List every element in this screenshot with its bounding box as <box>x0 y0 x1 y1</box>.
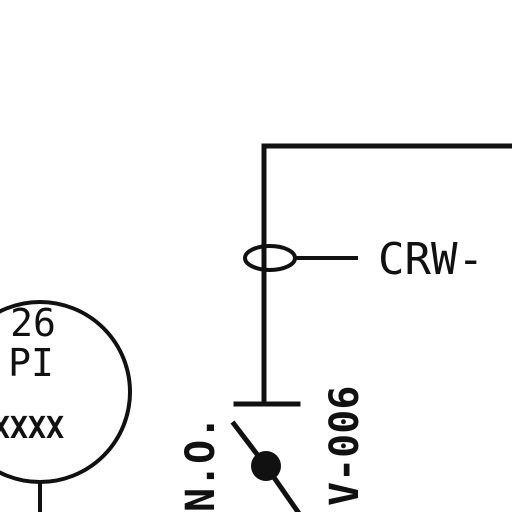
instrument-tag-number: 26 <box>10 301 56 345</box>
pipe-label: CRW- <box>378 234 484 285</box>
valve-arm-lower <box>262 462 302 512</box>
pipe-connection-symbol <box>243 244 297 272</box>
instrument-tag-letters: PI <box>8 341 54 385</box>
valve-state-label: N.O. <box>178 416 224 512</box>
valve-tag: V-006 <box>322 386 368 506</box>
instrument-tag-suffix: XXXX <box>0 411 64 446</box>
